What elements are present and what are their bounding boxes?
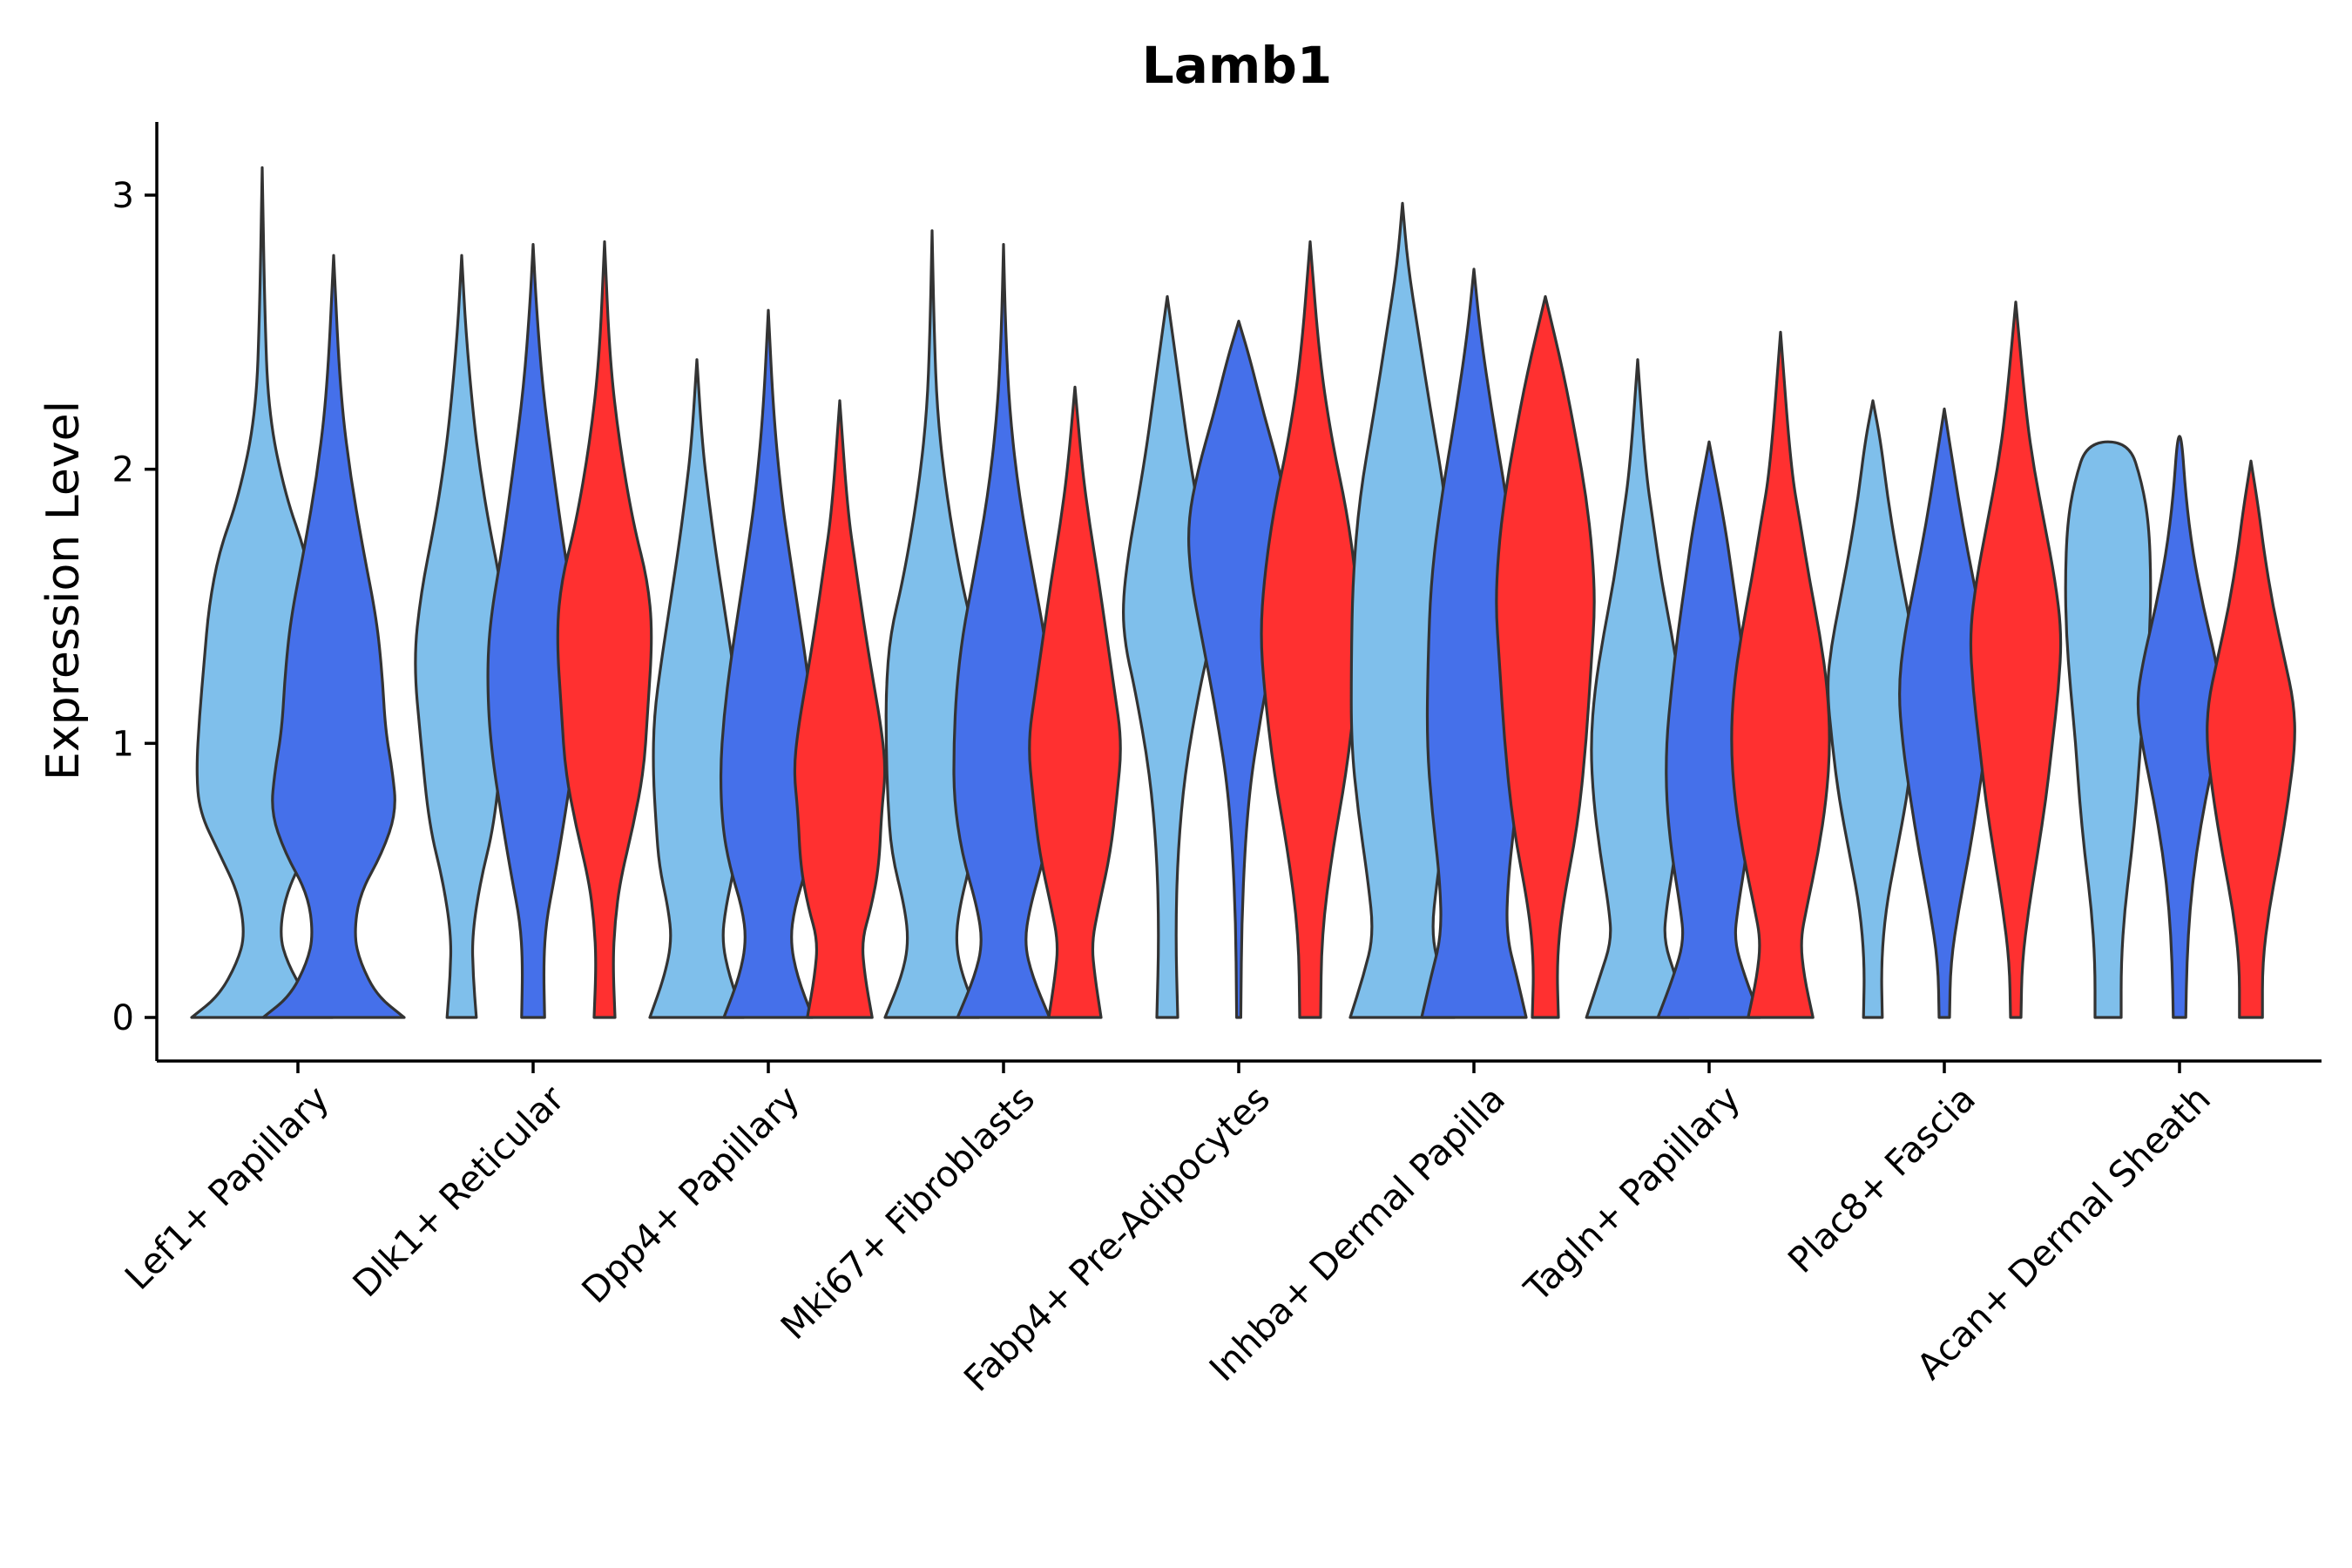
violin-shape — [1730, 330, 1831, 1019]
violin-shape — [1122, 294, 1213, 1019]
y-tick-label: 3 — [112, 176, 134, 216]
violin-shape — [1260, 240, 1361, 1019]
x-tick-label: Lef1+ Papillary — [117, 1078, 337, 1298]
x-tick-label: Plac8+ Fascia — [1780, 1078, 1984, 1281]
x-tick-label: Mki67+ Fibroblasts — [773, 1078, 1043, 1348]
violin-shape — [1420, 267, 1528, 1019]
violin-shape — [1969, 301, 2063, 1019]
y-tick-label: 2 — [112, 450, 134, 490]
y-axis-ticks: 0 1 2 3 — [112, 176, 157, 1038]
violin-shape — [261, 253, 406, 1019]
violin-shape — [952, 243, 1055, 1019]
y-tick-label: 1 — [112, 724, 134, 764]
violin-shape — [1186, 320, 1291, 1019]
x-tick-label: Dlk1+ Reticular — [345, 1078, 572, 1305]
violin-shape — [1656, 440, 1762, 1019]
violin-shape — [719, 308, 818, 1019]
y-tick-label: 0 — [112, 998, 134, 1038]
violin-shape — [556, 240, 653, 1019]
x-tick-label: Tagln+ Papillary — [1516, 1078, 1748, 1310]
chart-title: Lamb1 — [1142, 36, 1332, 95]
violin-shape — [1585, 358, 1691, 1019]
violin-shape — [1028, 385, 1122, 1019]
x-axis-ticks: Lef1+ Papillary Dlk1+ Reticular Dpp4+ Papi… — [117, 1061, 2219, 1400]
violin-shape — [414, 253, 510, 1019]
y-axis-label: Expression Level — [37, 401, 90, 781]
violin-shape — [1898, 407, 1990, 1019]
violin-shape — [2206, 459, 2296, 1019]
violin-shape — [2064, 440, 2153, 1019]
violin-shape — [1495, 294, 1596, 1019]
violin-group — [190, 166, 2296, 1019]
violin-shape — [486, 243, 580, 1019]
violin-shape — [1826, 399, 1920, 1019]
x-tick-label: Dpp4+ Papillary — [574, 1078, 808, 1311]
violin-shape — [2136, 435, 2223, 1019]
violin-shape — [793, 399, 887, 1019]
